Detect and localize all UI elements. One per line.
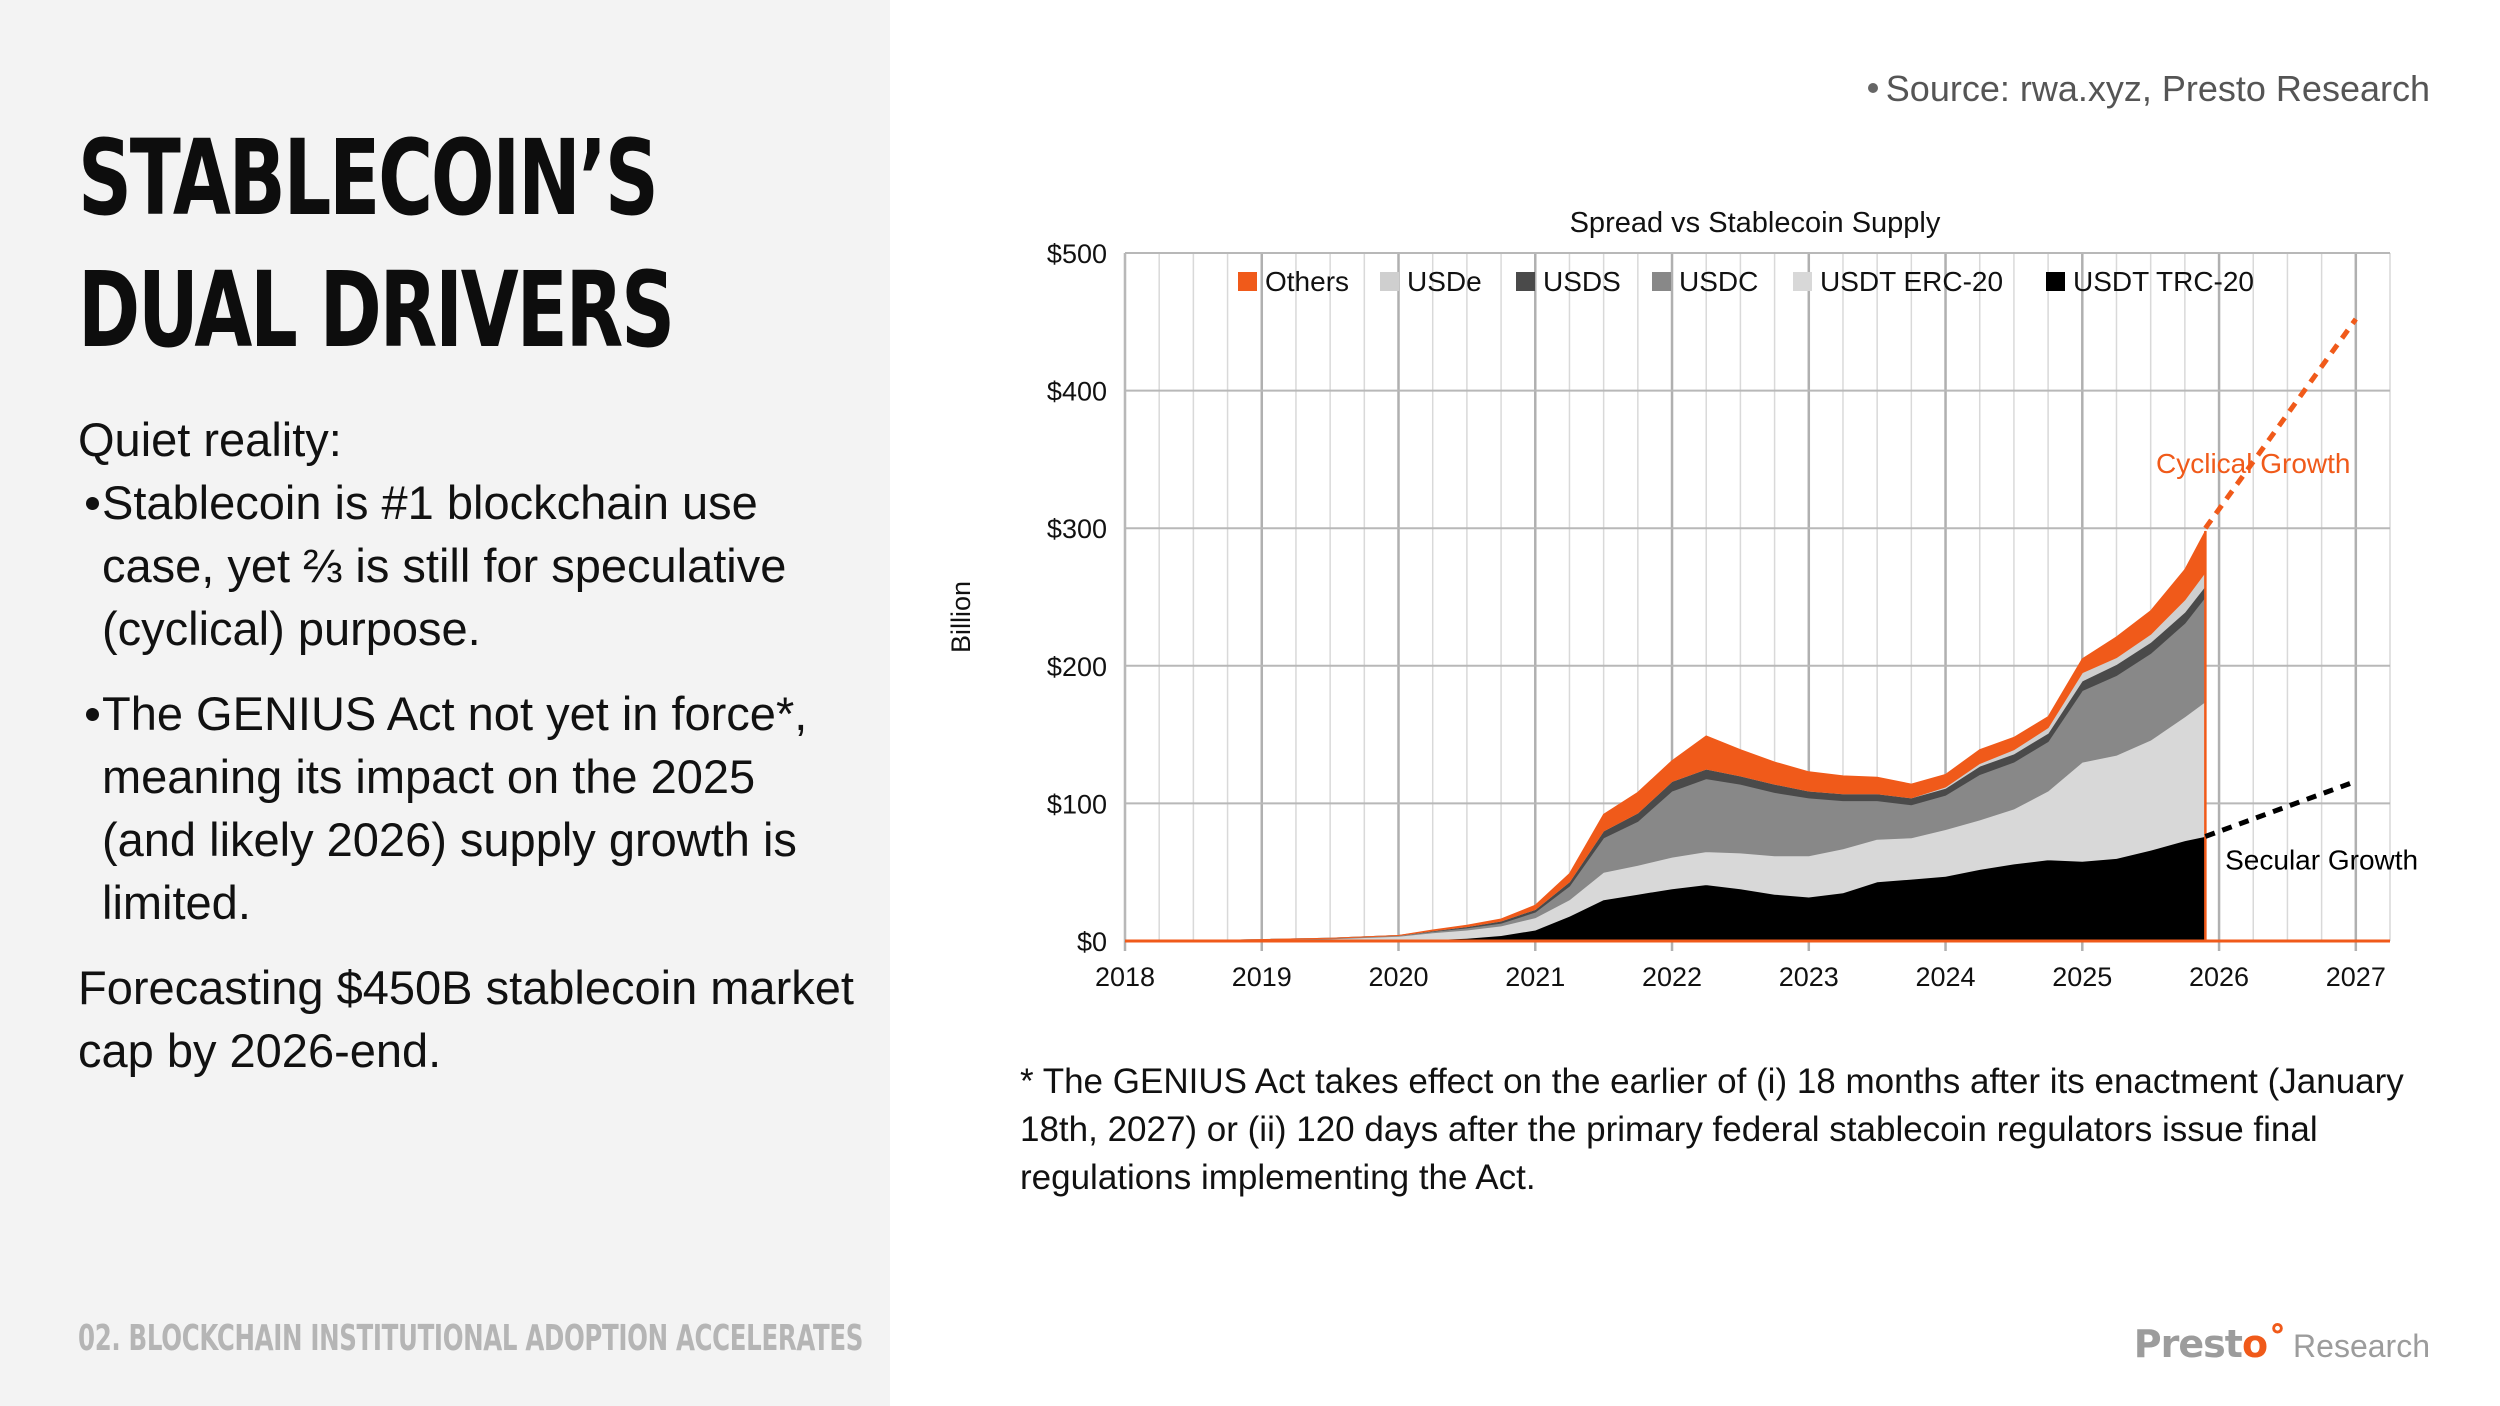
title-line-1: STABLECOIN’S [78,117,659,239]
x-tick-label: 2026 [2189,962,2249,992]
left-panel [0,0,890,1406]
chart: Cyclical Growth Secular Growth $0 $100 $200 $… [900,190,2500,1020]
x-tick-label: 2024 [1916,962,1976,992]
bullet-text: The GENIUS Act not yet in force*, meanin… [102,687,808,929]
footnote: * The GENIUS Act takes effect on the ear… [1020,1062,2404,1197]
y-tick-label: $200 [1047,652,1107,682]
x-tick-label: 2027 [2326,962,2386,992]
chart-svg: Cyclical Growth Secular Growth $0 $100 $200 $… [946,207,2418,992]
y-tick-label: $0 [1077,927,1107,957]
brand-name: Prest [2133,1322,2243,1366]
x-tick-label: 2023 [1779,962,1839,992]
legend-label: USDT ERC-20 [1820,266,2003,297]
legend-swatch-usds [1516,272,1535,291]
brand-subtitle: Research [2293,1328,2430,1364]
bullet-dot-icon [86,708,99,721]
x-tick-label: 2021 [1505,962,1565,992]
annotation-secular-growth: Secular Growth [2225,844,2418,875]
slide-title: STABLECOIN’S DUAL DRIVERS [78,112,675,376]
source-note: Source: rwa.xyz, Presto Research [1867,68,2430,110]
y-tick-label: $100 [1047,789,1107,819]
legend-swatch-usdc [1652,272,1671,291]
legend-label: USDT TRC-20 [2073,266,2254,297]
legend-label: USDC [1679,266,1758,297]
intro-text: Quiet reality: [78,413,342,466]
bullet-item: Stablecoin is #1 blockchain use case, ye… [78,471,858,660]
x-tick-label: 2019 [1232,962,1292,992]
y-tick-label: $300 [1047,514,1107,544]
forecast-text: Forecasting $450B stablecoin market cap … [78,961,854,1077]
projection-secular-growth [2204,779,2357,839]
legend-label: USDS [1543,266,1621,297]
annotation-cyclical-growth: Cyclical Growth [2156,448,2350,479]
x-tick-label: 2018 [1095,962,1155,992]
projection-cyclical-growth [2203,317,2358,530]
x-tick-label: 2025 [2052,962,2112,992]
legend-swatch-usdt-erc-20 [1793,272,1812,291]
legend-swatch-usdt-trc-20 [2046,272,2065,291]
legend-swatch-others [1238,272,1257,291]
brand-mark: o˚ [2241,1322,2288,1366]
chart-title: Spread vs Stablecoin Supply [1570,207,1941,239]
body-text: Quiet reality: Stablecoin is #1 blockcha… [78,408,858,1082]
legend-label: USDe [1407,266,1482,297]
title-line-2: DUAL DRIVERS [78,249,675,371]
legend-swatch-usde [1380,272,1399,291]
legend-label: Others [1265,266,1349,297]
brand-logo: Presto˚ Research [2134,1322,2430,1366]
source-text: Source: rwa.xyz, Presto Research [1885,68,2430,109]
bullet-text: Stablecoin is #1 blockchain use case, ye… [102,476,787,655]
x-tick-label: 2022 [1642,962,1702,992]
section-footer: 02. BLOCKCHAIN INSTITUTIONAL ADOPTION AC… [78,1318,864,1359]
bullet-dot-icon [86,497,99,510]
bullet-list: Stablecoin is #1 blockchain use case, ye… [78,471,858,934]
y-tick-label: $500 [1047,239,1107,269]
bullet-item: The GENIUS Act not yet in force*, meanin… [78,682,858,934]
source-dot-icon [1867,83,1878,94]
x-tick-label: 2020 [1368,962,1428,992]
y-axis-label: Billion [946,581,976,653]
y-tick-label: $400 [1047,377,1107,407]
